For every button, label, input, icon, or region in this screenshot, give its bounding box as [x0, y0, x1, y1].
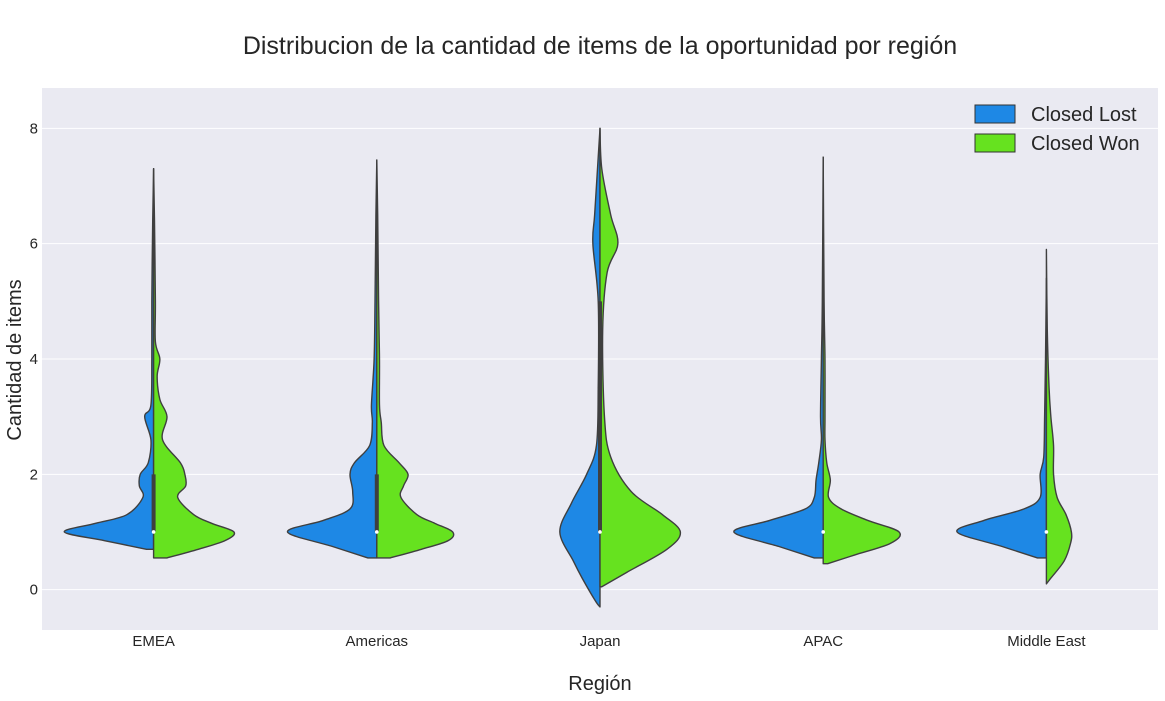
x-tick-label-americas: Americas: [346, 633, 409, 650]
inner-boxes: [151, 301, 1049, 534]
legend-swatch-closed-won: [974, 133, 1016, 153]
violin-emea-closed-lost: [63, 168, 155, 550]
violins: [63, 127, 1073, 608]
violin-apac-closed-won: [822, 156, 902, 565]
y-axis-label: Cantidad de items: [4, 279, 26, 440]
legend-label-closed-won: Closed Won: [1031, 133, 1140, 155]
y-tick-label-0: 0: [30, 582, 38, 599]
x-tick-label-middle-east: Middle East: [1007, 633, 1086, 650]
violin-americas-closed-won: [376, 159, 455, 559]
violin-americas-closed-lost: [286, 159, 378, 559]
y-tick-label-4: 4: [30, 351, 38, 368]
legend: Closed Lost Closed Won: [974, 104, 1140, 155]
box-median-americas: [375, 530, 379, 534]
y-tick-labels: 0 2 4 6 8: [30, 120, 38, 598]
box-median-japan: [598, 530, 602, 534]
box-median-emea: [151, 530, 156, 534]
violin-middle-east-closed-won: [1045, 248, 1073, 585]
y-tick-label-6: 6: [30, 236, 38, 253]
violin-middle-east-closed-lost: [956, 277, 1048, 559]
x-tick-label-japan: Japan: [580, 633, 621, 650]
x-axis-label: Región: [568, 673, 631, 695]
violin-japan-closed-lost: [559, 127, 601, 608]
x-tick-labels: EMEA Americas Japan APAC Middle East: [132, 633, 1086, 650]
box-median-middle-east: [1044, 530, 1049, 534]
violin-apac-closed-lost: [733, 156, 824, 559]
legend-swatch-closed-lost: [974, 104, 1016, 124]
legend-label-closed-lost: Closed Lost: [1031, 104, 1137, 126]
box-median-apac: [821, 530, 825, 534]
chart-title: Distribucion de la cantidad de items de …: [243, 32, 957, 60]
violin-japan-closed-won: [599, 127, 682, 588]
y-tick-label-2: 2: [30, 466, 38, 483]
y-tick-label-8: 8: [30, 120, 38, 137]
violin-emea-closed-won: [152, 168, 236, 559]
x-tick-label-emea: EMEA: [132, 633, 175, 650]
x-tick-label-apac: APAC: [803, 633, 843, 650]
